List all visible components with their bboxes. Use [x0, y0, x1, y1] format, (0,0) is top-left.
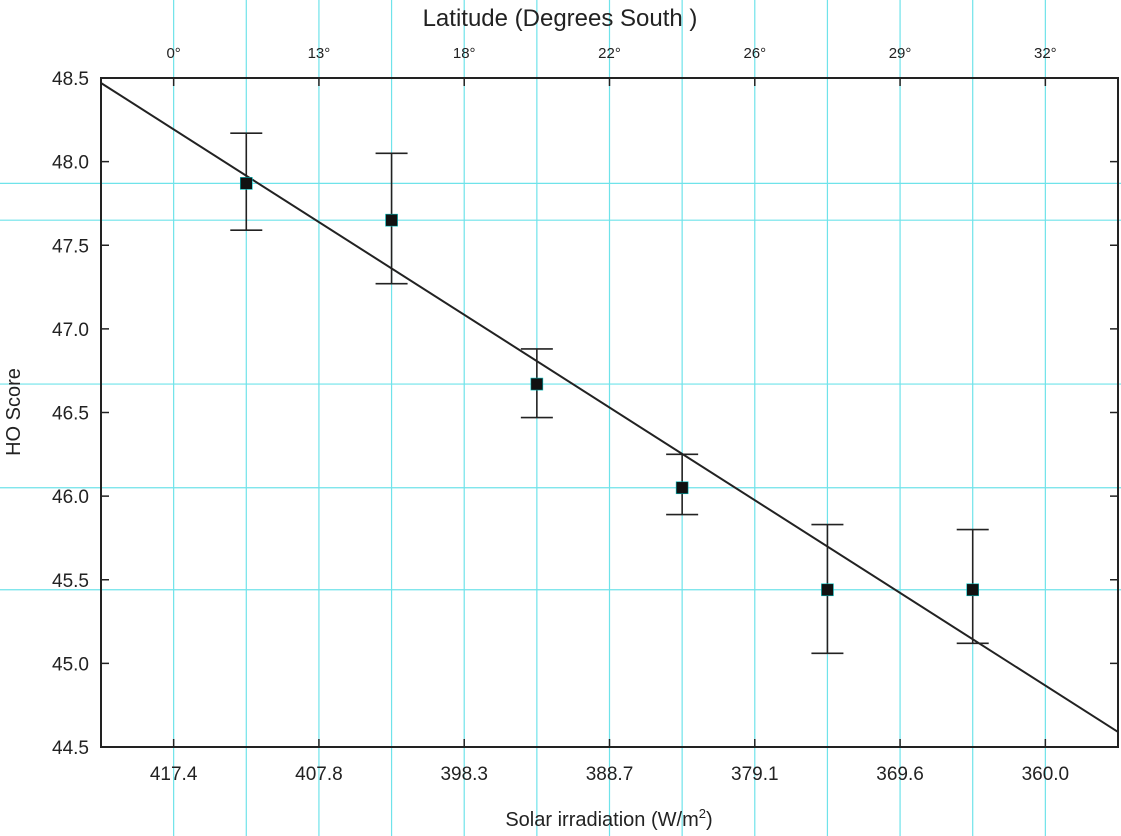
top-axis-title: Latitude (Degrees South ) — [423, 5, 698, 32]
x-axis-title-suffix: ) — [706, 809, 713, 831]
top-tick-label: 18° — [453, 45, 476, 62]
top-axis: 0° 13° 18° 22° 26° 29° 32° — [166, 45, 1057, 86]
y-axis: 44.5 45.0 45.5 46.0 46.5 47.0 47.5 48.0 48.5 — [52, 69, 1118, 759]
data-point — [530, 377, 544, 391]
top-tick-label: 26° — [743, 45, 766, 62]
data-point — [821, 583, 834, 597]
y-tick-label: 47.0 — [52, 320, 89, 341]
top-tick-label: 29° — [889, 45, 912, 62]
data-point — [239, 177, 253, 190]
x-axis: 417.4 407.8 398.3 388.7 379.1 369.6 360.0 — [150, 739, 1069, 785]
data-points — [239, 177, 980, 597]
error-bars — [230, 132, 989, 655]
y-tick-label: 44.5 — [52, 738, 89, 759]
y-tick-label: 45.5 — [52, 571, 89, 592]
fit-line-group — [100, 82, 1119, 733]
x-axis-title-superscript: 2 — [699, 806, 706, 821]
y-axis-title: HO Score — [3, 368, 25, 456]
x-tick-label: 379.1 — [731, 764, 779, 785]
regression-line — [100, 82, 1119, 733]
data-point — [675, 481, 689, 495]
x-tick-label: 407.8 — [295, 764, 343, 785]
y-tick-label: 46.5 — [52, 404, 89, 425]
x-tick-label: 360.0 — [1022, 764, 1070, 785]
y-tick-label: 45.0 — [52, 654, 89, 675]
x-tick-label: 417.4 — [150, 764, 198, 785]
x-axis-title-main: Solar irradiation (W/m — [505, 809, 698, 831]
y-tick-label: 48.5 — [52, 69, 89, 90]
top-tick-label: 32° — [1034, 45, 1057, 62]
x-axis-title: Solar irradiation (W/m2) — [505, 806, 712, 831]
y-tick-label: 48.0 — [52, 153, 89, 174]
y-tick-label: 46.0 — [52, 487, 89, 508]
data-point — [385, 213, 398, 227]
top-tick-label: 22° — [598, 45, 621, 62]
top-tick-label: 0° — [166, 45, 180, 62]
data-point — [966, 583, 980, 597]
y-tick-label: 47.5 — [52, 236, 89, 257]
top-tick-label: 13° — [308, 45, 331, 62]
x-tick-label: 369.6 — [876, 764, 924, 785]
x-tick-label: 398.3 — [440, 764, 488, 785]
x-tick-label: 388.7 — [586, 764, 634, 785]
